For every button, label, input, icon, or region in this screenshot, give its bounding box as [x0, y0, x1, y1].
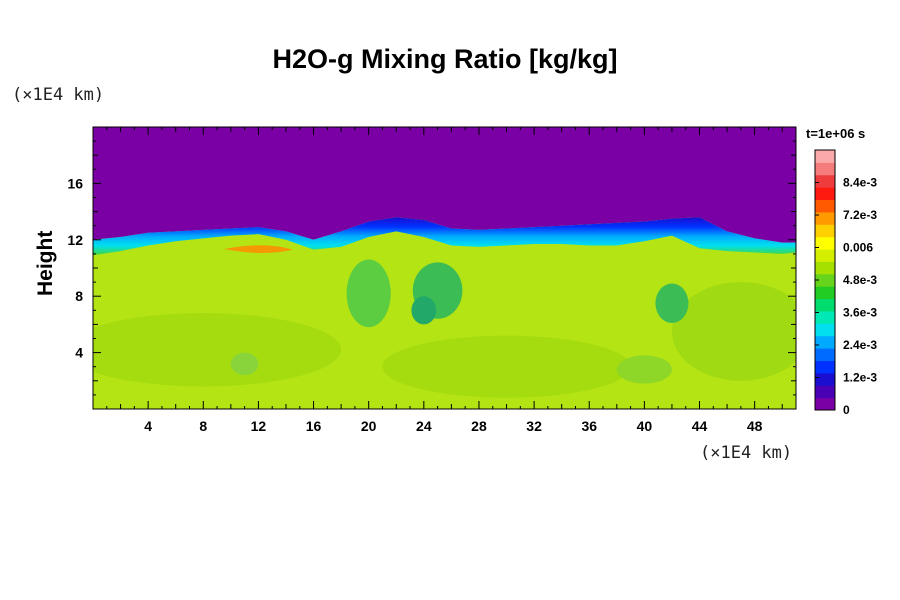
plot-area [93, 127, 796, 409]
moist-plume [616, 355, 672, 384]
x-tick-label: 36 [581, 418, 597, 434]
colorbar-segment [815, 298, 835, 312]
colorbar-segment [815, 236, 835, 250]
colorbar-segment [815, 162, 835, 176]
colorbar-segment [815, 261, 835, 275]
colorbar-label: 0 [843, 403, 850, 417]
x-axis-unit: (×1E4 km) [700, 443, 793, 463]
dry-region [93, 127, 796, 243]
colorbar: 0 1.2e-3 2.4e-3 3.6e-3 4.8e-3 0.006 7.2e-3 8.4e… [814, 149, 877, 417]
moist-plume [230, 352, 259, 376]
colorbar-segment [815, 224, 835, 238]
x-tick-label: 4 [144, 418, 152, 434]
colorbar-segment [815, 372, 835, 386]
x-tick-label: 20 [361, 418, 377, 434]
x-tick-label: 24 [416, 418, 432, 434]
y-tick-label: 8 [75, 288, 83, 304]
y-axis-unit: (×1E4 km) [12, 85, 105, 105]
colorbar-label: 3.6e-3 [843, 306, 877, 320]
colorbar-segment [815, 348, 835, 361]
colorbar-segment [815, 360, 835, 374]
colorbar-segment [815, 385, 835, 399]
peak-moisture-feature [223, 245, 293, 254]
x-tick-label: 32 [526, 418, 542, 434]
y-axis: 4 8 12 16 [67, 140, 796, 396]
x-tick-label: 12 [251, 418, 267, 434]
colorbar-label: 0.006 [843, 241, 873, 255]
x-tick-label: 48 [747, 418, 763, 434]
colorbar-label: 4.8e-3 [843, 273, 877, 287]
moist-plume [655, 283, 689, 323]
colorbar-segment [815, 199, 835, 213]
colorbar-segment [815, 249, 835, 262]
moist-plume [671, 282, 796, 381]
colorbar-label: 2.4e-3 [843, 338, 877, 352]
y-tick-label: 4 [75, 345, 83, 361]
moist-plume [411, 296, 437, 325]
colorbar-segment [815, 335, 835, 349]
colorbar-label: 1.2e-3 [843, 371, 877, 385]
colorbar-segment [815, 286, 835, 300]
time-label: t=1e+06 s [806, 126, 866, 141]
moist-plume [93, 313, 342, 387]
colorbar-label: 7.2e-3 [843, 208, 877, 222]
colorbar-segment [815, 310, 835, 324]
moist-features [93, 259, 796, 398]
colorbar-label: 8.4e-3 [843, 176, 877, 190]
colorbar-segment [815, 323, 835, 337]
colorbar-segment [815, 187, 835, 201]
chart-title: H2O-g Mixing Ratio [kg/kg] [272, 44, 618, 74]
colorbar-segment [815, 397, 835, 411]
x-tick-label: 44 [692, 418, 708, 434]
colorbar-segment [815, 273, 835, 287]
colorbar-segment [815, 211, 835, 225]
moist-plume [382, 335, 631, 398]
y-tick-label: 12 [67, 232, 83, 248]
colorbar-segment [815, 150, 835, 163]
colorbar-segment [815, 174, 835, 188]
x-tick-label: 8 [199, 418, 207, 434]
x-tick-label: 40 [637, 418, 653, 434]
x-tick-label: 16 [306, 418, 322, 434]
x-axis: 4 8 12 16 20 24 28 32 36 40 44 48 [106, 127, 783, 434]
y-tick-label: 16 [67, 175, 83, 191]
x-tick-label: 28 [471, 418, 487, 434]
transition-band [93, 217, 796, 256]
moist-plume [346, 259, 391, 328]
